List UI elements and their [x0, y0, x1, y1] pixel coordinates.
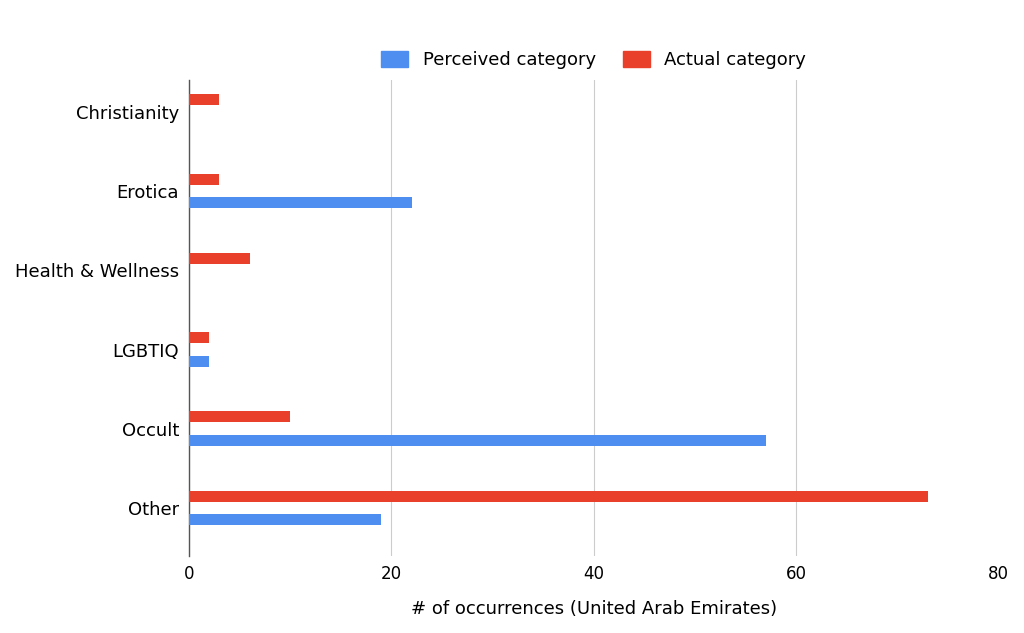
Bar: [188, 491, 928, 502]
Bar: [188, 94, 219, 106]
Bar: [188, 173, 219, 185]
Bar: [188, 332, 209, 343]
Bar: [188, 253, 250, 264]
Bar: [188, 515, 381, 525]
Bar: [188, 435, 766, 446]
Legend: Perceived category, Actual category: Perceived category, Actual category: [372, 42, 815, 78]
Bar: [188, 197, 412, 208]
Bar: [188, 356, 209, 367]
Bar: [188, 411, 290, 422]
X-axis label: # of occurrences (United Arab Emirates): # of occurrences (United Arab Emirates): [411, 600, 777, 618]
